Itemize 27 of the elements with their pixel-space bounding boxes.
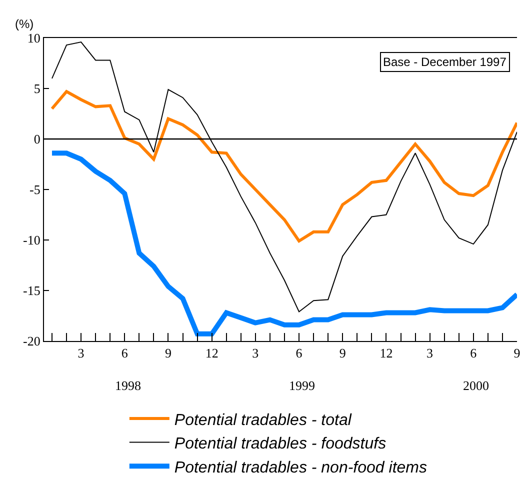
x-tick-label: 6 [296, 346, 303, 361]
x-tick-label: 12 [380, 346, 393, 361]
annotation: Base - December 1997 [383, 55, 507, 69]
x-tick-label: 6 [470, 346, 478, 361]
text: 1999 [289, 378, 315, 393]
y-tick-label: -10 [23, 232, 40, 248]
x-tick-label: 3 [252, 346, 259, 361]
y-tick-label: 5 [34, 81, 40, 96]
x-tick-label: 9 [164, 346, 172, 361]
x-tick-label: 9 [514, 346, 520, 361]
line-series [50, 90, 517, 243]
y-tick-label: -20 [23, 334, 40, 349]
y-tick-label: 10 [27, 30, 40, 46]
legend-label: Potential tradables - total [174, 412, 352, 429]
text: 1998 [115, 378, 141, 393]
y-axis-title: (%) [15, 17, 34, 31]
legend-label: Potential tradables - non-food items [174, 459, 428, 476]
y-tick-label: -15 [23, 283, 40, 298]
y-tick-label: 0 [34, 132, 40, 147]
x-tick-label: 3 [78, 346, 84, 361]
x-tick-label: 3 [426, 346, 434, 361]
x-tick-label: 9 [339, 346, 346, 361]
x-tick-label: 12 [205, 346, 218, 361]
legend-label: Potential tradables - foodstufs [174, 436, 386, 453]
text: 2000 [463, 378, 489, 393]
y-tick-label: -5 [30, 182, 40, 198]
x-tick-label: 6 [121, 346, 128, 361]
